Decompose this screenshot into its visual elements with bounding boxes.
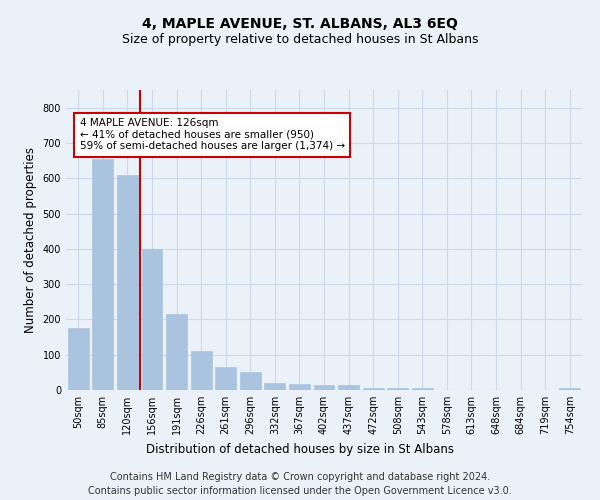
Bar bbox=[387, 388, 408, 390]
Text: 4, MAPLE AVENUE, ST. ALBANS, AL3 6EQ: 4, MAPLE AVENUE, ST. ALBANS, AL3 6EQ bbox=[142, 18, 458, 32]
Bar bbox=[191, 351, 212, 390]
Text: Contains HM Land Registry data © Crown copyright and database right 2024.: Contains HM Land Registry data © Crown c… bbox=[110, 472, 490, 482]
Bar bbox=[117, 174, 138, 390]
Bar bbox=[142, 249, 163, 390]
Text: Size of property relative to detached houses in St Albans: Size of property relative to detached ho… bbox=[122, 32, 478, 46]
Bar bbox=[92, 159, 113, 390]
Bar bbox=[166, 314, 187, 390]
Bar bbox=[412, 388, 433, 390]
Bar bbox=[314, 384, 334, 390]
Y-axis label: Number of detached properties: Number of detached properties bbox=[24, 147, 37, 333]
Bar bbox=[338, 386, 359, 390]
Bar bbox=[240, 372, 261, 390]
Bar bbox=[265, 383, 286, 390]
Text: Distribution of detached houses by size in St Albans: Distribution of detached houses by size … bbox=[146, 442, 454, 456]
Bar bbox=[559, 388, 580, 390]
Bar bbox=[289, 384, 310, 390]
Bar bbox=[68, 328, 89, 390]
Bar bbox=[362, 388, 383, 390]
Bar bbox=[215, 367, 236, 390]
Text: 4 MAPLE AVENUE: 126sqm
← 41% of detached houses are smaller (950)
59% of semi-de: 4 MAPLE AVENUE: 126sqm ← 41% of detached… bbox=[80, 118, 344, 152]
Text: Contains public sector information licensed under the Open Government Licence v3: Contains public sector information licen… bbox=[88, 486, 512, 496]
